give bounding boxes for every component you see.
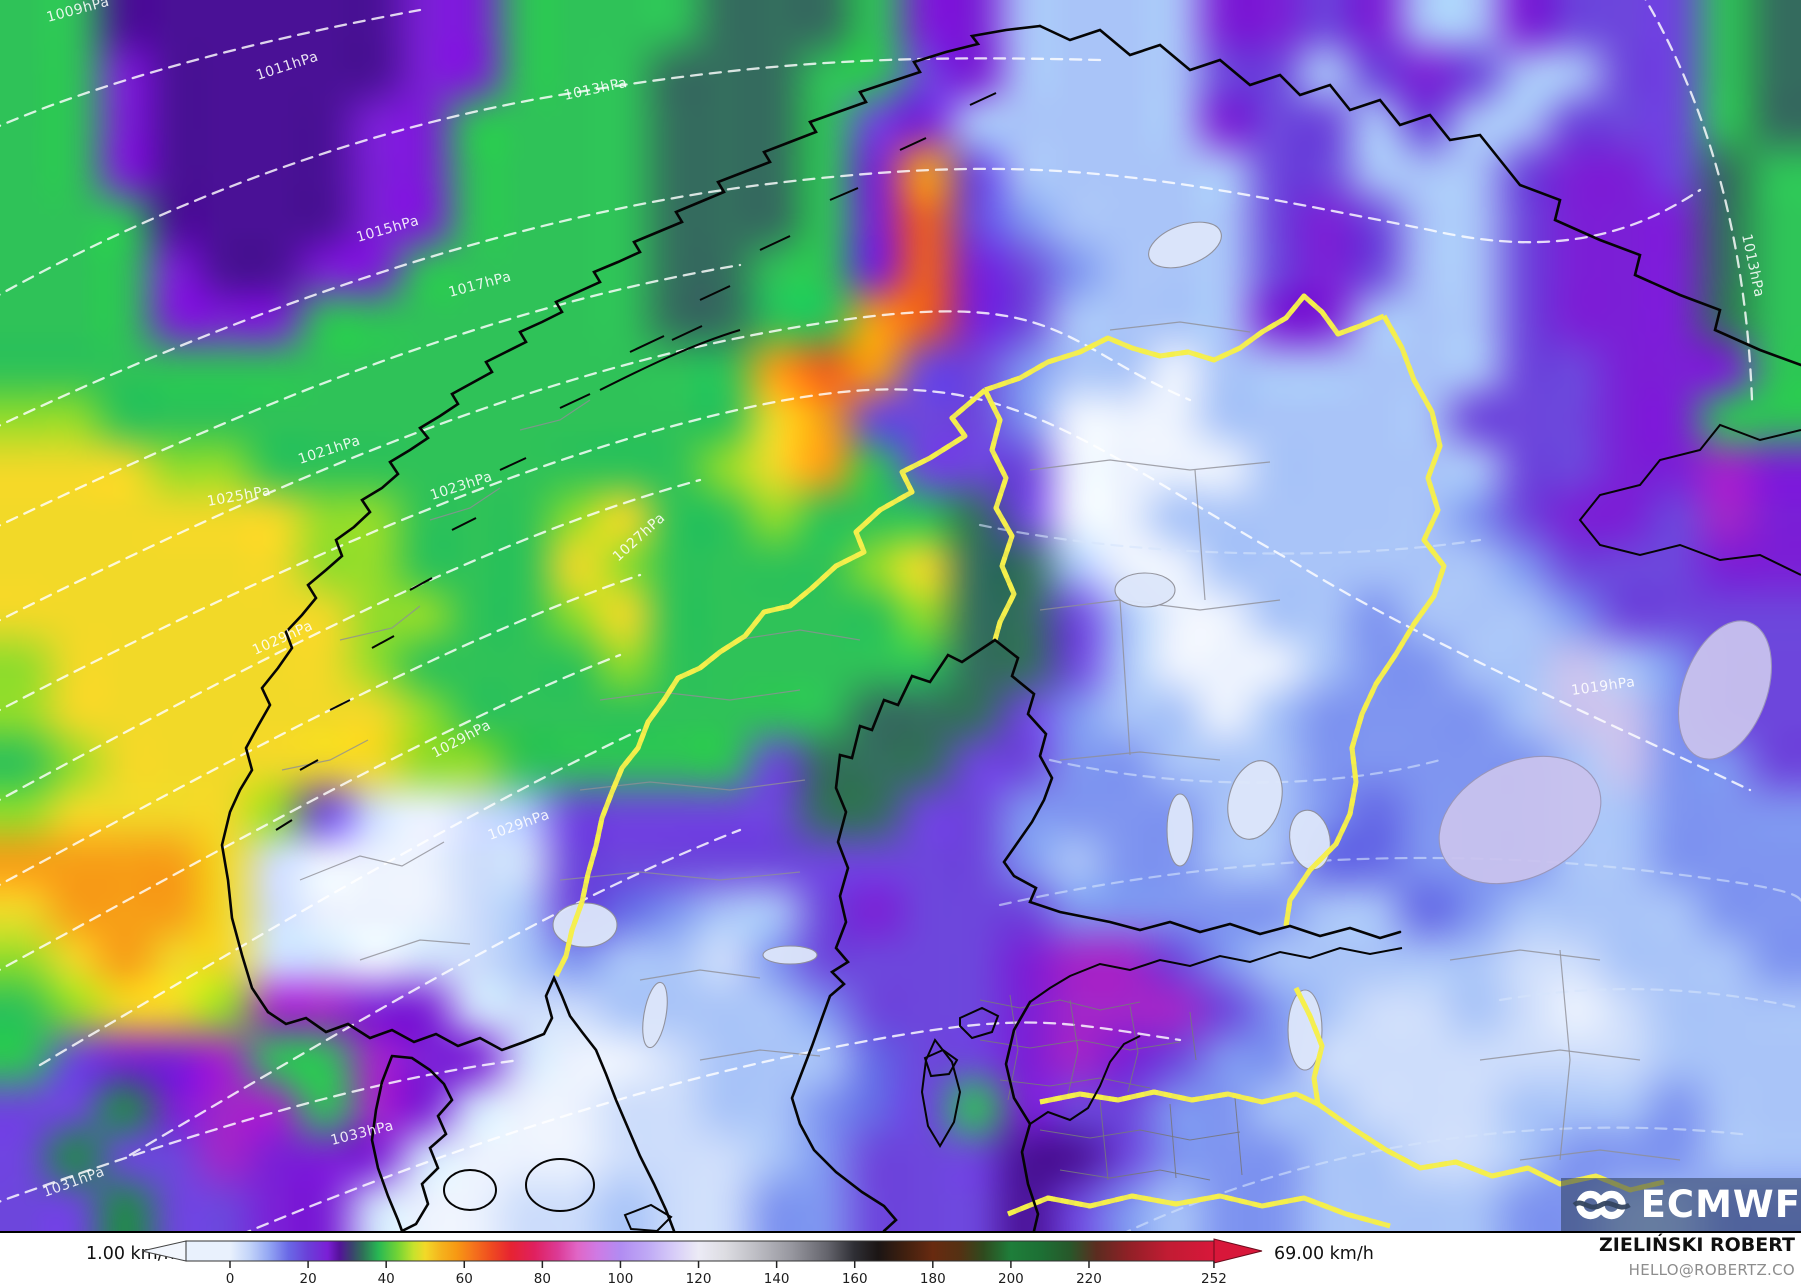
legend-ticks: 0 20 40 60 80 100 120 140 160 180 200 220 252 (226, 1261, 1227, 1287)
legend-tick-label: 160 (842, 1271, 868, 1287)
legend-tick-label: 120 (686, 1271, 712, 1287)
legend-tick-label: 20 (299, 1271, 316, 1287)
isobar-label: 1011hPa (254, 49, 320, 84)
isobar-label: 1023hPa (428, 469, 494, 504)
legend-tick-label: 0 (226, 1271, 235, 1287)
isobar-label: 1013hPa (1738, 233, 1767, 299)
legend-tick-label: 180 (920, 1271, 946, 1287)
legend-arrow-right (1213, 1238, 1263, 1264)
coastlines (220, 24, 1801, 1231)
legend-tick-label: 140 (764, 1271, 790, 1287)
isobar-label: 1029hPa (486, 807, 552, 844)
map-overlay (0, 0, 1801, 1231)
legend-max-label: 69.00 km/h (1274, 1244, 1374, 1264)
isobar-lines (0, 0, 1754, 1231)
isobar-label: 1033hPa (329, 1118, 395, 1149)
legend-tick-label: 80 (534, 1271, 551, 1287)
legend-tick-label: 200 (998, 1271, 1024, 1287)
isobar-label: 1013hPa (563, 75, 629, 104)
national-borders (556, 293, 1664, 1226)
isobar-label: 1029hPa (429, 717, 493, 761)
attribution-author: ZIELIŃSKI ROBERT (1599, 1233, 1795, 1256)
ecmwf-logo-text: ECMWF (1640, 1183, 1801, 1226)
ecmwf-badge: ECMWF (1561, 1178, 1801, 1231)
isobar-label: 1025hPa (206, 483, 272, 510)
isobar-label: 1019hPa (1570, 674, 1636, 699)
isobar-labels-layer: 1009hPa 1011hPa 1013hPa 1013hPa 1015hPa 1017h… (41, 0, 1767, 1201)
isobar-label: 1017hPa (447, 269, 513, 301)
legend-gradient-bar (185, 1240, 1215, 1262)
legend-strip: 1.00 km/h 0 20 40 60 80 100 120 140 160 180 200 220… (0, 1231, 1801, 1287)
wind-map: 1009hPa 1011hPa 1013hPa 1013hPa 1015hPa 1017h… (0, 0, 1801, 1231)
legend-colorbar: 1.00 km/h 0 20 40 60 80 100 120 140 160 180 200 220… (86, 1233, 1795, 1287)
lakes (552, 221, 1773, 1071)
ecmwf-logo-icon (1572, 1190, 1631, 1219)
attribution-contact: HELLO@ROBERTZ.CO (1629, 1261, 1795, 1279)
isobar-label: 1009hPa (45, 0, 111, 26)
legend-tick-label: 100 (608, 1271, 634, 1287)
legend-tick-label: 252 (1201, 1271, 1227, 1287)
isobar-label: 1031hPa (41, 1164, 107, 1201)
legend-tick-label: 40 (378, 1271, 395, 1287)
isobar-label: 1029hPa (250, 618, 315, 659)
legend-tick-label: 60 (456, 1271, 473, 1287)
isobar-label: 1027hPa (610, 510, 669, 565)
isobar-label: 1015hPa (355, 213, 421, 246)
legend-tick-label: 220 (1076, 1271, 1102, 1287)
isobar-label: 1021hPa (296, 433, 362, 468)
